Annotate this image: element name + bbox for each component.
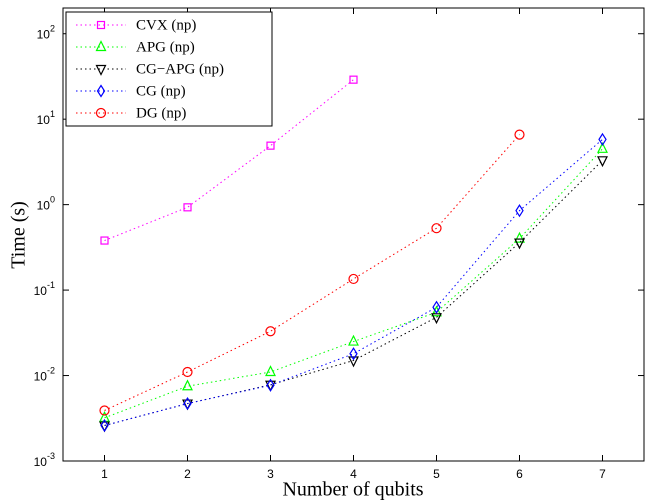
marker: [349, 75, 358, 84]
marker: [100, 236, 109, 245]
y-tick-label: 102: [37, 24, 55, 42]
y-axis-label: Time (s): [8, 201, 30, 269]
marker: [183, 203, 192, 212]
x-tick-label: 5: [433, 467, 440, 481]
legend-marker: [95, 40, 107, 52]
marker: [514, 129, 525, 140]
legend-marker: [95, 107, 107, 119]
marker: [431, 305, 442, 317]
y-tick-label: 101: [37, 110, 55, 128]
marker: [182, 379, 193, 391]
marker: [99, 410, 110, 422]
marker: [183, 396, 192, 411]
marker: [432, 300, 441, 314]
series-line: [104, 139, 603, 427]
x-tick-label: 1: [101, 467, 108, 481]
y-tick-label: 100: [37, 195, 55, 213]
x-tick-label: 2: [184, 467, 191, 481]
legend-label: CG−APG (np): [136, 61, 224, 77]
marker: [100, 418, 109, 433]
y-tick-label: 10-3: [34, 451, 55, 469]
marker: [349, 347, 358, 361]
x-tick-label: 7: [599, 467, 606, 481]
legend-label: DG (np): [136, 105, 186, 121]
marker: [265, 380, 276, 392]
marker: [265, 326, 276, 337]
marker: [514, 238, 525, 250]
legend-marker: [95, 64, 107, 76]
legend-label: CG (np): [136, 83, 186, 99]
marker: [514, 231, 525, 243]
marker: [598, 132, 607, 147]
y-tick-label: 10-1: [34, 280, 55, 298]
marker: [431, 223, 442, 234]
marker: [266, 378, 275, 392]
y-tick-label: 10-2: [34, 366, 55, 384]
legend-marker: [96, 20, 106, 30]
marker: [265, 365, 276, 377]
x-tick-label: 6: [516, 467, 523, 481]
legend-label: APG (np): [136, 39, 195, 55]
marker: [266, 141, 275, 150]
legend-box: [65, 11, 273, 127]
legend-label: CVX (np): [136, 17, 196, 33]
marker: [348, 334, 359, 346]
x-tick-label: 3: [267, 467, 274, 481]
marker: [597, 141, 608, 153]
marker: [348, 356, 359, 368]
x-tick-label: 4: [350, 467, 357, 481]
legend-marker: [96, 84, 106, 98]
marker: [597, 156, 608, 168]
x-axis-label: Number of qubits: [282, 479, 423, 501]
marker: [515, 204, 524, 218]
marker: [99, 405, 110, 416]
marker: [182, 366, 193, 378]
marker: [348, 273, 359, 285]
